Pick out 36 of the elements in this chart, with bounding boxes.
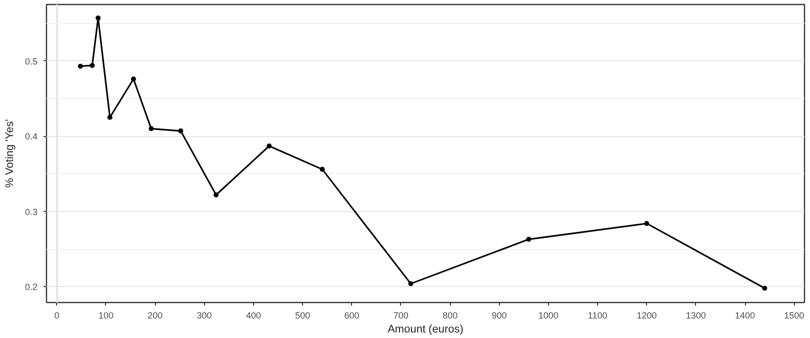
point: [214, 192, 219, 198]
point: [762, 286, 768, 291]
point: [320, 166, 325, 172]
x-axis-title: Amount (euros): [388, 324, 464, 336]
x-tick-label: 300: [196, 310, 212, 320]
x-tick-label: 0: [54, 310, 60, 320]
x-tick-label: 400: [246, 310, 261, 320]
x-tick-label: 500: [295, 310, 310, 320]
point: [96, 16, 101, 21]
y-axis-title: % Voting 'Yes': [4, 119, 16, 188]
point: [408, 281, 414, 286]
y-tick-label: 0.5: [24, 56, 38, 66]
x-tick-label: 600: [344, 310, 360, 320]
x-tick-label: 200: [148, 310, 163, 320]
point: [78, 64, 83, 69]
x-tick-label: 1200: [636, 310, 657, 320]
x-tick-label: 1500: [784, 310, 804, 320]
point: [178, 128, 184, 134]
x-tick-label: 1100: [588, 310, 608, 320]
point: [526, 236, 532, 242]
x-tick-label: 900: [492, 310, 507, 320]
y-tick-label: 0.4: [24, 132, 38, 142]
x-tick-label: 100: [98, 310, 114, 320]
point: [131, 76, 136, 82]
y-tick-label: 0.2: [24, 282, 38, 292]
y-tick-label: 0.3: [24, 206, 38, 217]
point: [148, 126, 154, 132]
x-tick-label: 1300: [686, 310, 706, 320]
x-tick-label: 1400: [735, 310, 756, 320]
point: [644, 220, 650, 226]
x-tick-label: 1000: [538, 310, 558, 320]
point: [90, 62, 95, 68]
point: [107, 114, 112, 120]
x-tick-label: 700: [393, 310, 408, 320]
point: [266, 143, 272, 148]
x-tick-label: 800: [442, 310, 458, 320]
